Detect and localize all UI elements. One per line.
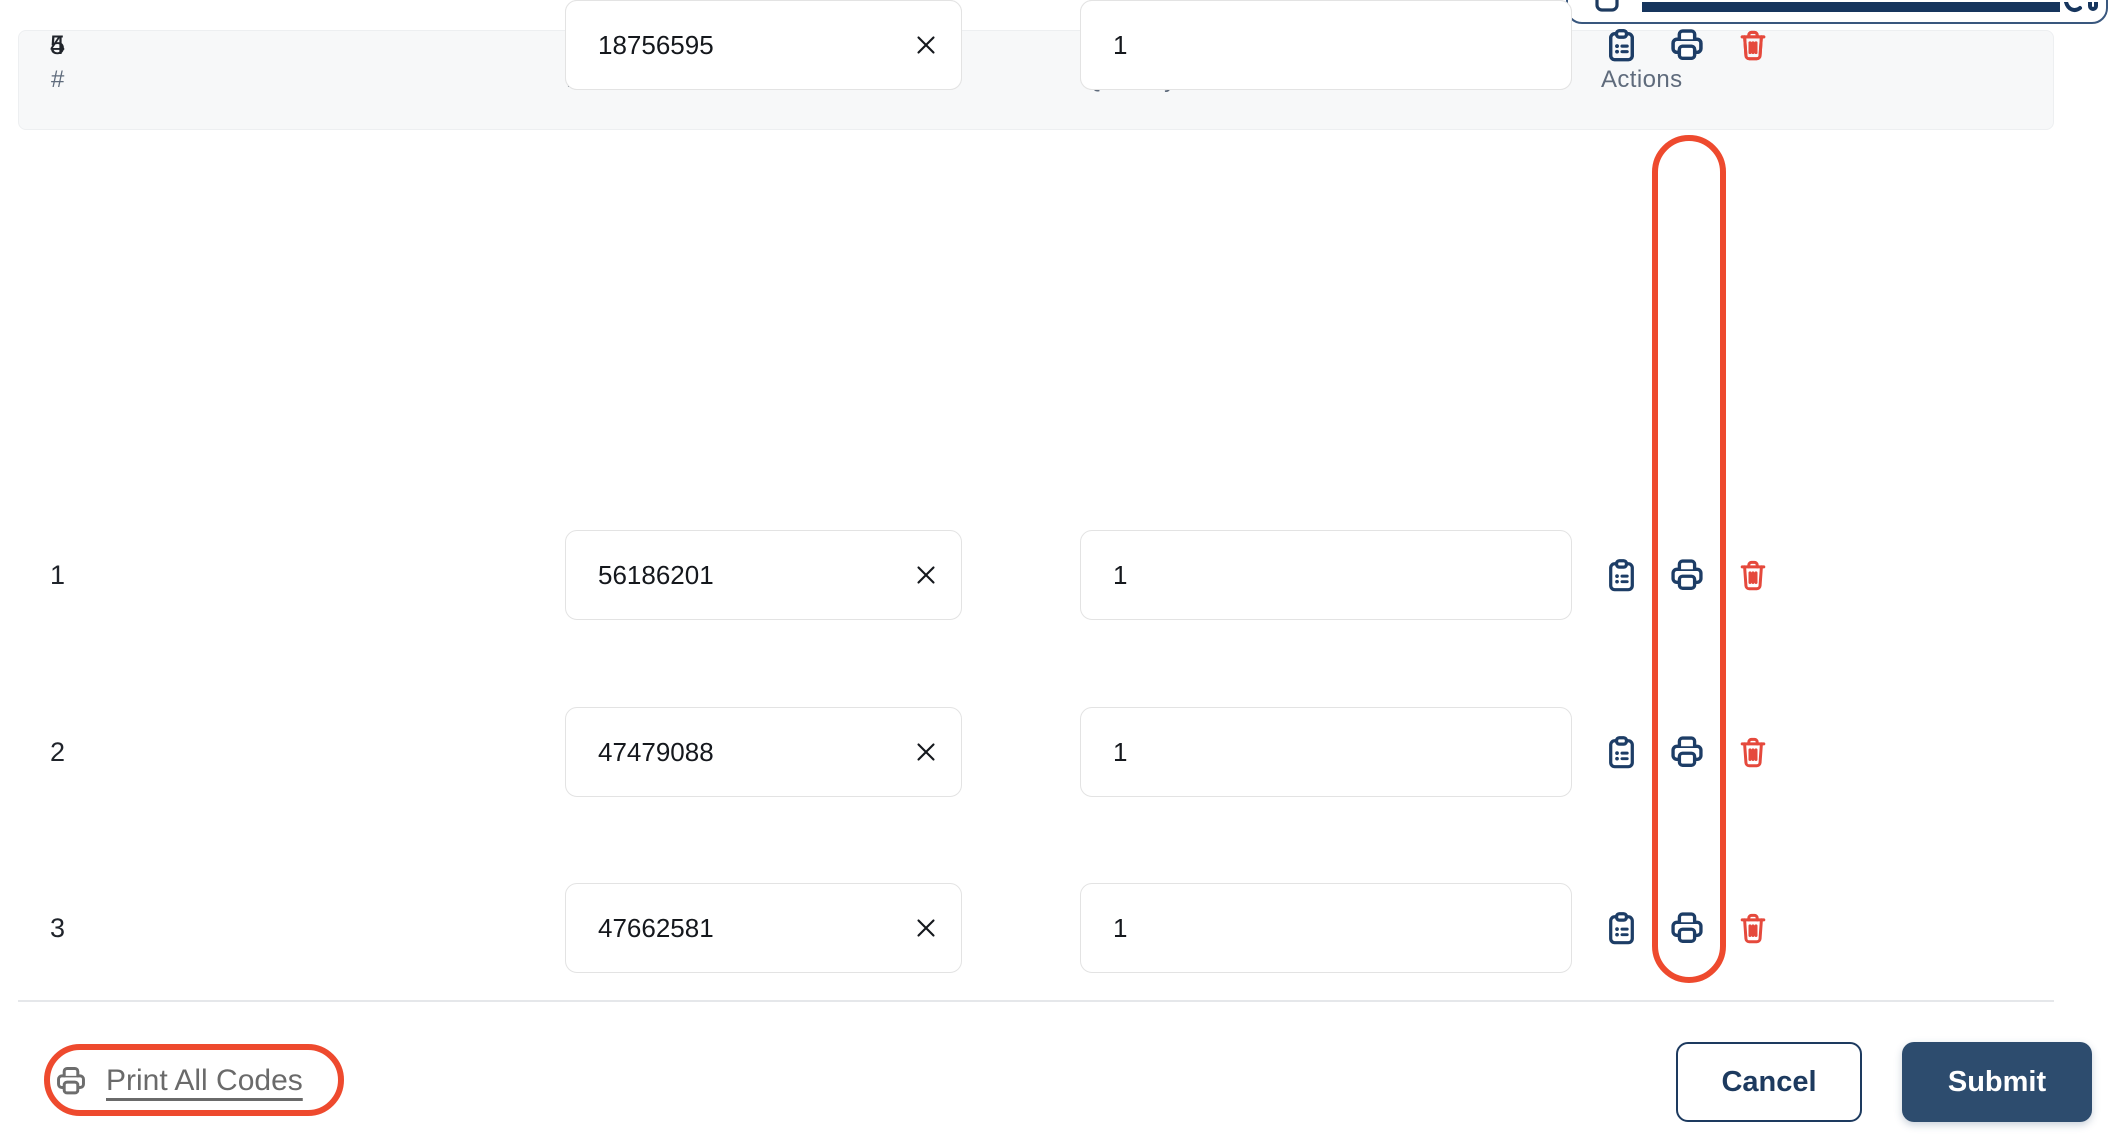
lpn-code-field [565, 0, 962, 90]
lpn-code-field [565, 530, 962, 620]
clipboard-icon [1608, 558, 1634, 591]
quantity-input[interactable] [1113, 736, 1539, 768]
printer-icon [1671, 559, 1703, 590]
printer-icon [1671, 912, 1703, 943]
row-number: 1 [50, 559, 66, 590]
copy-lpn-button[interactable] [1600, 530, 1642, 620]
cutoff-text-fragment [2064, 2, 2100, 15]
lpn-code-field [565, 883, 962, 973]
printer-icon [57, 1067, 85, 1095]
print-lpn-button[interactable] [1666, 0, 1708, 90]
quantity-field [1080, 0, 1572, 90]
x-close-icon [917, 36, 935, 54]
delete-row-button[interactable] [1732, 530, 1774, 620]
x-close-icon [917, 743, 935, 761]
cutoff-printer-icon [1595, 0, 1619, 12]
clear-lpn-button[interactable] [907, 909, 945, 947]
footer-divider [18, 1000, 2054, 1002]
table-row: 2 [0, 707, 2114, 797]
row-number: 3 [50, 912, 66, 943]
x-close-icon [917, 919, 935, 937]
print-lpn-button[interactable] [1666, 883, 1708, 973]
lpn-code-input[interactable] [598, 559, 899, 591]
copy-lpn-button[interactable] [1600, 0, 1642, 90]
quantity-input[interactable] [1113, 29, 1539, 61]
cancel-button[interactable]: Cancel [1676, 1042, 1862, 1122]
print-lpn-button[interactable] [1666, 707, 1708, 797]
column-header-index: # [51, 66, 65, 93]
quantity-field [1080, 707, 1572, 797]
x-close-icon [917, 566, 935, 584]
clipboard-icon [1608, 735, 1634, 768]
delete-row-button[interactable] [1732, 0, 1774, 90]
printer-icon [1671, 29, 1703, 60]
row-number: 4 [50, 29, 66, 60]
table-row: 5 [0, 0, 2114, 90]
trash-icon [1740, 913, 1766, 944]
lpn-code-input[interactable] [598, 912, 899, 944]
column-header-actions: Actions [1601, 66, 1683, 93]
copy-lpn-button[interactable] [1600, 883, 1642, 973]
clear-lpn-button[interactable] [907, 556, 945, 594]
print-lpn-button[interactable] [1666, 530, 1708, 620]
clear-lpn-button[interactable] [907, 733, 945, 771]
printer-icon [1671, 736, 1703, 767]
cutoff-underline-bar [1642, 2, 2060, 12]
trash-icon [1740, 30, 1766, 61]
cutoff-top-element [1566, 0, 2108, 24]
row-number: 5 [50, 29, 66, 60]
quantity-field [1080, 530, 1572, 620]
lpn-code-input[interactable] [598, 736, 899, 768]
trash-icon [1740, 560, 1766, 591]
trash-icon [1740, 737, 1766, 768]
delete-row-button[interactable] [1732, 707, 1774, 797]
table-row: 1 [0, 530, 2114, 620]
print-all-codes-label: Print All Codes [106, 1064, 303, 1097]
clipboard-icon [1608, 28, 1634, 61]
submit-button[interactable]: Submit [1902, 1042, 2092, 1122]
quantity-field [1080, 883, 1572, 973]
print-all-codes-link[interactable]: Print All Codes [54, 1052, 303, 1110]
quantity-input[interactable] [1113, 559, 1539, 591]
table-row: 3 [0, 883, 2114, 973]
quantity-input[interactable] [1113, 912, 1539, 944]
lpn-code-input[interactable] [598, 29, 899, 61]
copy-lpn-button[interactable] [1600, 707, 1642, 797]
clear-lpn-button[interactable] [907, 26, 945, 64]
delete-row-button[interactable] [1732, 883, 1774, 973]
lpn-code-field [565, 707, 962, 797]
row-number: 2 [50, 736, 66, 767]
clipboard-icon [1608, 911, 1634, 944]
